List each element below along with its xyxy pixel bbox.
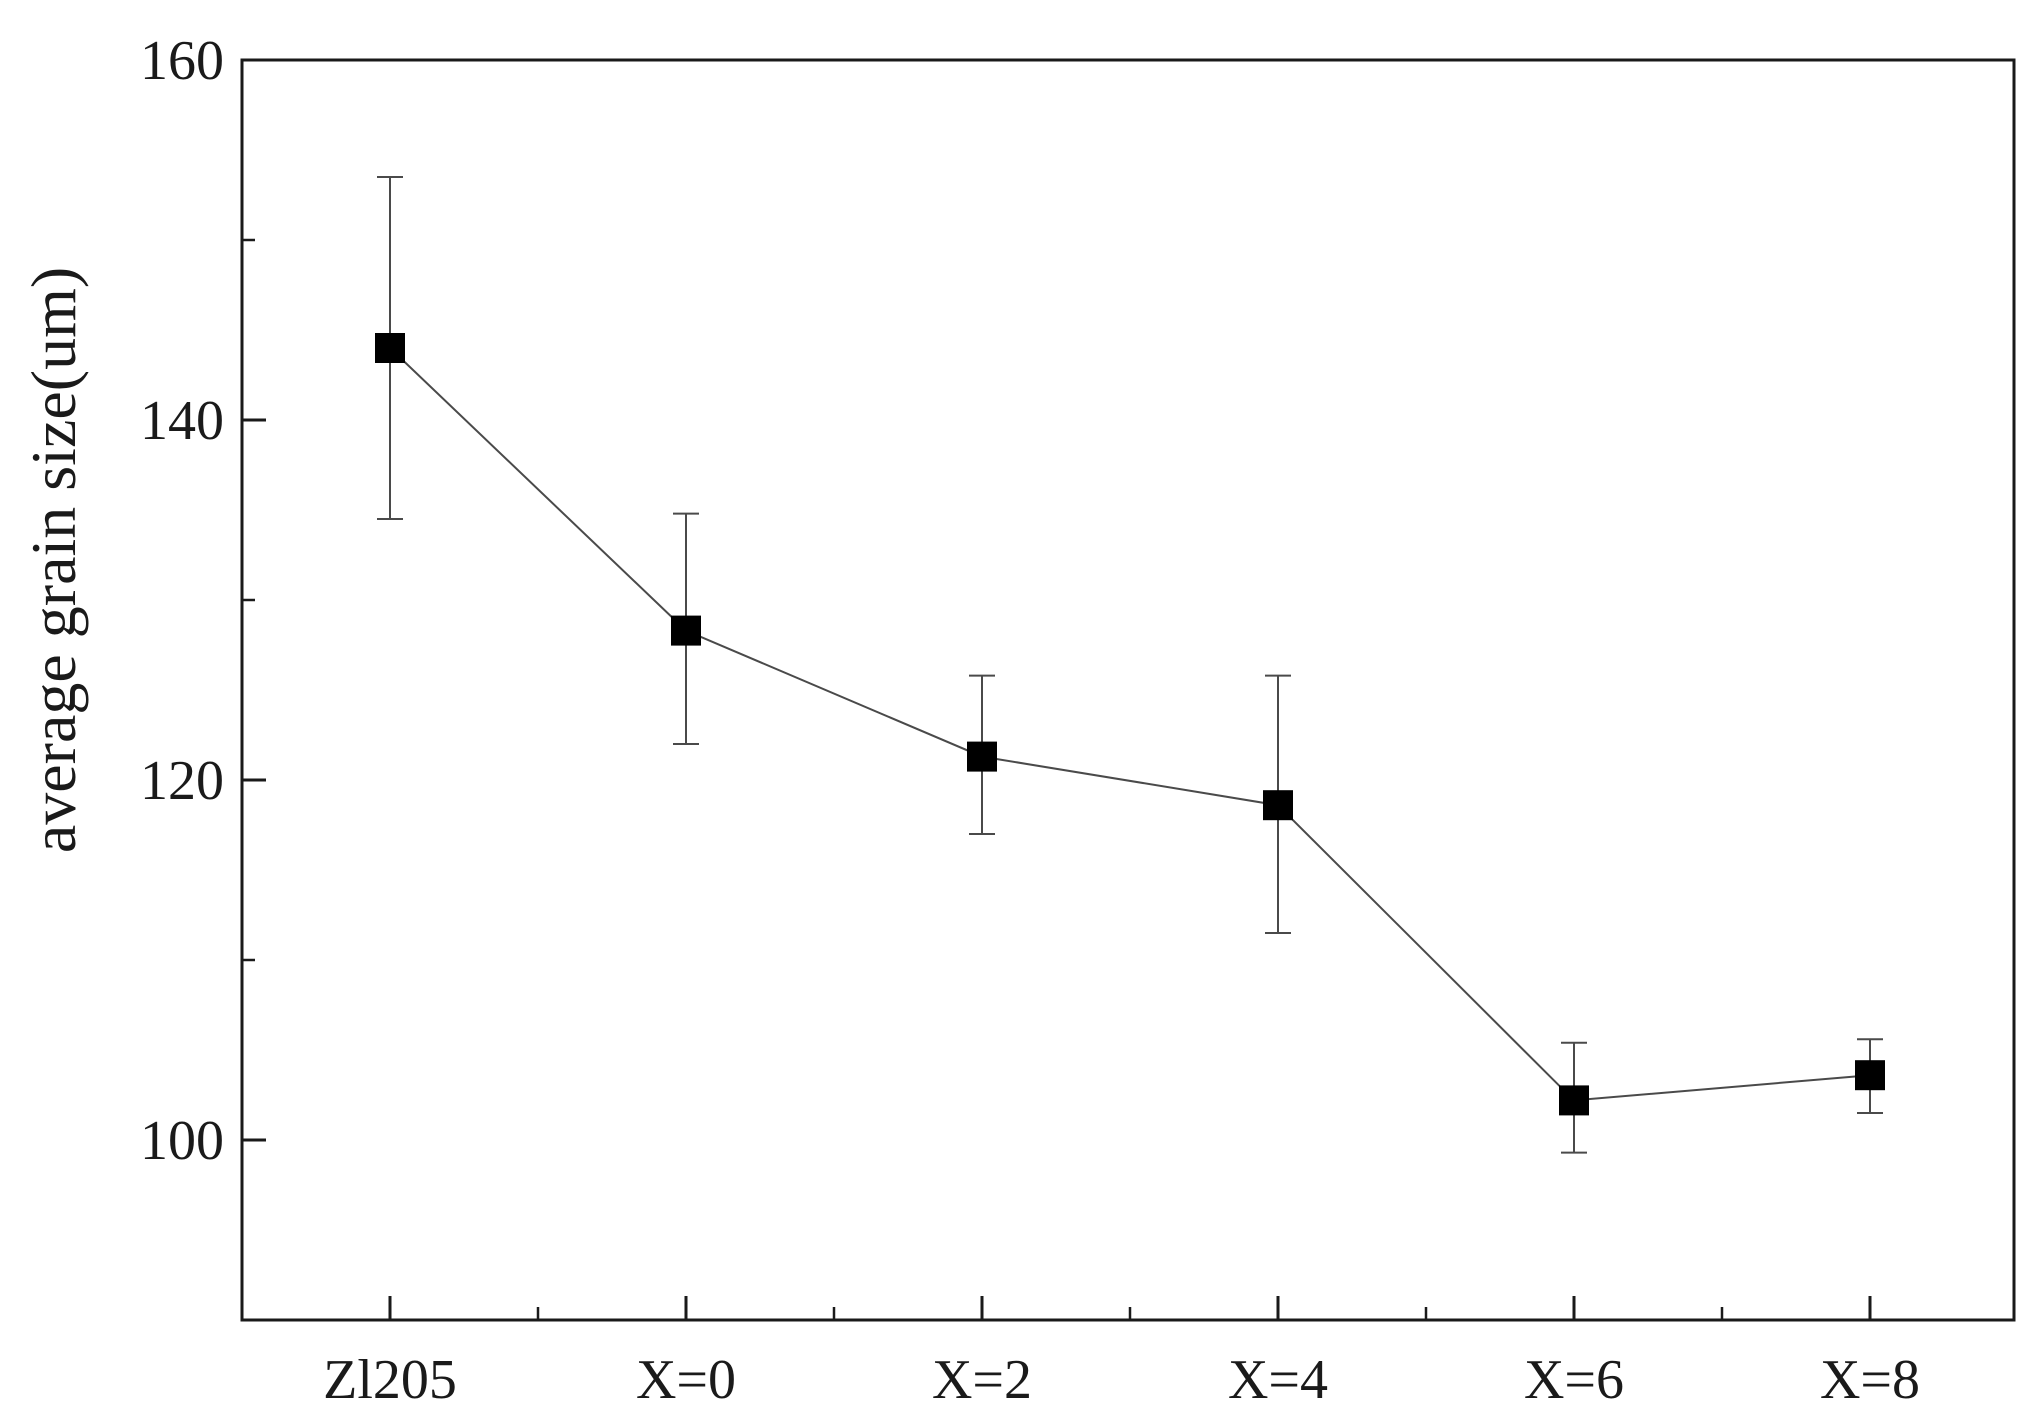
data-point — [967, 741, 997, 772]
data-point — [671, 615, 701, 646]
data-point — [375, 333, 405, 363]
data-point — [1263, 790, 1293, 821]
tick-labels: 100 120 140 160 Zl205 X=0 X=2 X=4 X=6 X=8 — [140, 30, 1920, 1411]
y-axis-title: average grain size(um) — [18, 267, 89, 853]
error-bars — [377, 176, 1883, 1154]
x-tick-label: X=8 — [1820, 1349, 1920, 1411]
plot-area — [240, 58, 2016, 1322]
series-line-group — [389, 347, 1871, 1102]
series-line — [389, 347, 1871, 1102]
plot-frame — [240, 58, 2016, 1322]
y-tick-label: 120 — [140, 750, 224, 812]
data-markers — [375, 333, 1885, 1116]
x-tick-label: Zl205 — [323, 1349, 457, 1411]
y-tick-label: 140 — [140, 390, 224, 452]
x-tick-label: X=2 — [932, 1349, 1032, 1411]
x-tick-label: X=4 — [1228, 1349, 1328, 1411]
data-point — [1559, 1085, 1589, 1116]
x-tick-label: X=6 — [1524, 1349, 1624, 1411]
axis-ticks — [242, 58, 1872, 1320]
y-tick-label: 100 — [140, 1110, 224, 1172]
x-tick-label: X=0 — [636, 1349, 736, 1411]
y-tick-label: 160 — [140, 30, 224, 92]
data-point — [1855, 1060, 1885, 1091]
